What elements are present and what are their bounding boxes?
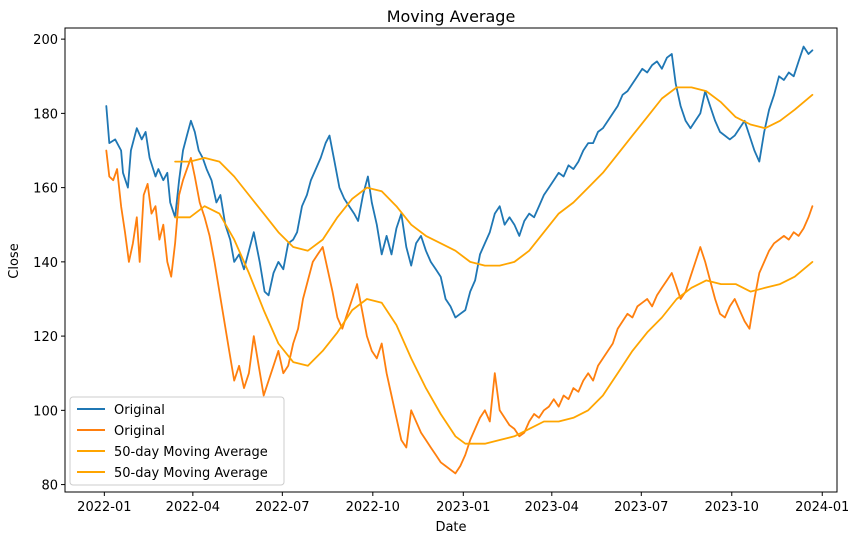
y-tick-label: 100 xyxy=(33,404,58,419)
y-tick-label: 80 xyxy=(41,479,58,494)
legend-box xyxy=(69,396,285,486)
legend-label: 50-day Moving Average xyxy=(114,445,268,460)
x-tick-label: 2023-07 xyxy=(614,500,668,515)
y-tick-label: 200 xyxy=(33,33,58,48)
legend-label: 50-day Moving Average xyxy=(114,466,268,481)
series-line-3 xyxy=(174,86,814,267)
series-line-1 xyxy=(105,45,814,319)
y-axis: 80 100 120 140 160 180 200 xyxy=(33,33,65,494)
legend: Original Original 50-day Moving Average 50-… xyxy=(69,396,285,486)
x-tick-label: 2024-01 xyxy=(795,500,848,515)
chart-title: Moving Average xyxy=(387,7,516,26)
x-tick-label: 2023-10 xyxy=(705,500,759,515)
x-tick-label: 2023-01 xyxy=(436,500,490,515)
x-axis-label: Date xyxy=(435,520,466,535)
y-tick-label: 160 xyxy=(33,182,58,197)
y-axis-label: Close xyxy=(7,243,22,278)
series-line-4 xyxy=(174,205,814,445)
y-tick-label: 180 xyxy=(33,107,58,122)
x-tick-label: 2022-04 xyxy=(166,500,220,515)
legend-label: Original xyxy=(114,424,165,439)
x-tick-label: 2023-04 xyxy=(525,500,579,515)
x-tick-label: 2022-07 xyxy=(255,500,309,515)
legend-label: Original xyxy=(114,403,165,418)
y-tick-label: 120 xyxy=(33,330,58,345)
x-axis: 2022-01 2022-04 2022-07 2022-10 2023-01 2023-… xyxy=(77,492,848,515)
y-tick-label: 140 xyxy=(33,256,58,271)
x-tick-label: 2022-01 xyxy=(77,500,131,515)
series-layer xyxy=(105,45,814,475)
plot-frame xyxy=(64,27,838,493)
x-tick-label: 2022-10 xyxy=(346,500,400,515)
series-line-2 xyxy=(105,149,814,475)
